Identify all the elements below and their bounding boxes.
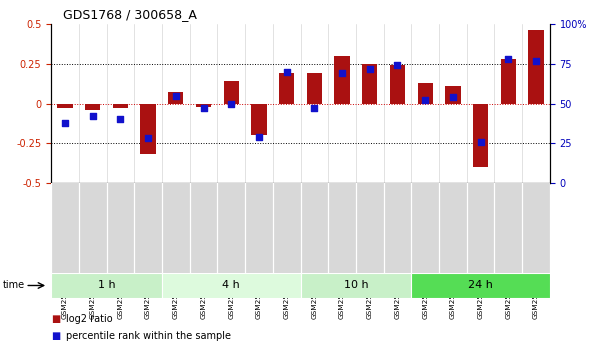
Bar bbox=[300, 273, 411, 298]
Point bbox=[171, 93, 181, 98]
Bar bbox=[57, 104, 73, 108]
Point bbox=[392, 63, 402, 68]
Point bbox=[60, 120, 70, 125]
Point bbox=[88, 114, 97, 119]
Bar bbox=[418, 83, 433, 104]
Bar bbox=[411, 273, 550, 298]
Bar bbox=[307, 73, 322, 104]
Bar bbox=[141, 104, 156, 154]
Text: time: time bbox=[3, 280, 25, 290]
Text: log2 ratio: log2 ratio bbox=[66, 314, 113, 324]
Bar bbox=[85, 104, 100, 110]
Text: 4 h: 4 h bbox=[222, 280, 240, 290]
Text: GDS1768 / 300658_A: GDS1768 / 300658_A bbox=[63, 8, 197, 21]
Point bbox=[531, 58, 541, 63]
Text: 1 h: 1 h bbox=[98, 280, 115, 290]
Text: percentile rank within the sample: percentile rank within the sample bbox=[66, 332, 231, 341]
Bar bbox=[362, 64, 377, 104]
Bar bbox=[51, 273, 162, 298]
Text: ■: ■ bbox=[51, 314, 60, 324]
Bar bbox=[196, 104, 211, 107]
Point bbox=[115, 117, 125, 122]
Point bbox=[254, 134, 264, 140]
Point bbox=[337, 71, 347, 76]
Text: ■: ■ bbox=[51, 332, 60, 341]
Point bbox=[310, 106, 319, 111]
Bar bbox=[279, 73, 294, 104]
Bar bbox=[528, 30, 544, 104]
Bar bbox=[113, 104, 128, 108]
Bar bbox=[501, 59, 516, 104]
Point bbox=[421, 98, 430, 103]
Text: 24 h: 24 h bbox=[468, 280, 493, 290]
Point bbox=[365, 66, 374, 71]
Point bbox=[143, 136, 153, 141]
Point bbox=[448, 95, 458, 100]
Bar bbox=[224, 81, 239, 104]
Point bbox=[476, 139, 486, 144]
Point bbox=[199, 106, 209, 111]
Point bbox=[227, 101, 236, 106]
Bar bbox=[162, 273, 300, 298]
Text: 10 h: 10 h bbox=[344, 280, 368, 290]
Point bbox=[282, 69, 291, 75]
Bar bbox=[445, 86, 460, 104]
Bar bbox=[334, 56, 350, 104]
Bar bbox=[473, 104, 488, 167]
Bar bbox=[168, 92, 183, 104]
Bar bbox=[251, 104, 267, 135]
Point bbox=[504, 56, 513, 62]
Bar bbox=[390, 66, 405, 104]
